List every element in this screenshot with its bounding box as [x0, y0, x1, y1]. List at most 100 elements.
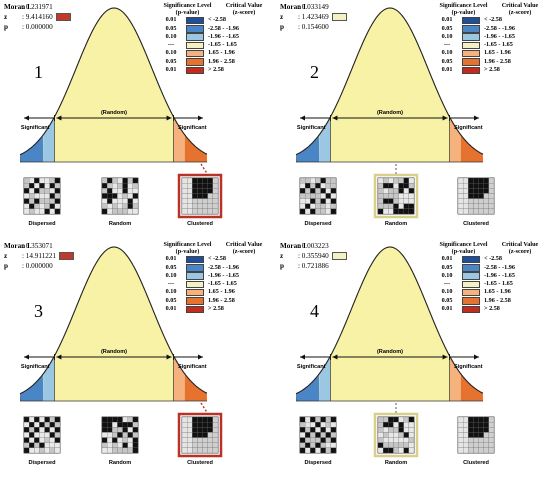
z-label: z [280, 13, 284, 21]
legend-critical-value: -1.96 - -1.65 [484, 32, 515, 40]
curve-body [20, 247, 207, 401]
highlight-frame [177, 173, 223, 219]
thumbnail-caption: Random [385, 221, 407, 227]
legend-swatch [462, 49, 480, 58]
legend-row: 0.10 1.65 - 1.96 [432, 288, 545, 297]
thumbnail-caption: Clustered [463, 221, 489, 227]
legend-rows: 0.01 < -2.58 0.05 -2.58 - -1.96 0.10 -1.96 - … [156, 255, 269, 314]
moran-panel-3: Significant (Random) Significant Dispersed R… [2, 239, 272, 474]
significant-right-label: Significant [454, 125, 483, 131]
legend-significance: 0.10 [165, 271, 177, 279]
legend-row: --- -1.65 - 1.65 [432, 280, 545, 289]
legend-row: 0.10 -1.96 - -1.65 [432, 33, 545, 41]
legend-significance: 0.05 [165, 24, 177, 32]
left-arrow [24, 354, 55, 360]
significant-left-label: Significant [297, 125, 326, 131]
tail-band [173, 116, 185, 162]
legend-swatch [462, 255, 480, 264]
legend-swatch [462, 272, 480, 280]
legend-header-critical: Critical Value (z-score) [225, 2, 263, 17]
significance-legend: Significance Level (p-value) Critical Val… [432, 2, 545, 75]
legend-row: 0.10 -1.96 - -1.65 [432, 272, 545, 280]
legend-row: 0.05 -2.58 - -1.96 [156, 264, 269, 272]
tail-band [449, 355, 461, 401]
legend-critical-value: 1.96 - 2.58 [484, 296, 511, 304]
legend-swatch [186, 255, 204, 264]
legend-significance: 0.01 [441, 255, 453, 263]
pattern-thumbnail-random [101, 416, 139, 454]
legend-critical-value: < -2.58 [208, 16, 226, 24]
pattern-thumbnail-random [101, 177, 139, 215]
legend-swatch [462, 25, 480, 33]
legend-row: --- -1.65 - 1.65 [156, 280, 269, 289]
legend-header-critical: Critical Value (z-score) [225, 241, 263, 256]
legend-significance: 0.01 [165, 66, 177, 74]
legend-swatch [186, 264, 204, 272]
pattern-thumbnail-random [373, 412, 419, 458]
legend-row: --- -1.65 - 1.65 [432, 41, 545, 50]
moran-value: : 0.231971 [22, 3, 53, 11]
legend-significance: 0.10 [441, 32, 453, 40]
legend-header-significance: Significance Level (p-value) [439, 2, 488, 17]
legend-row: 0.10 1.65 - 1.96 [156, 49, 269, 58]
random-label: (Random) [377, 349, 403, 355]
statistics-block: Moran I: 0.003223 z: 0.355940 p: 0.72188… [280, 241, 347, 271]
legend-significance: 0.01 [165, 16, 177, 24]
legend-header-critical: Critical Value (z-score) [501, 2, 539, 17]
pointer-line [200, 402, 209, 415]
legend-significance: 0.01 [441, 16, 453, 24]
p-value: : 0.000000 [22, 23, 53, 31]
legend-significance: 0.01 [441, 66, 453, 74]
thumbnail-caption: Dispersed [304, 221, 332, 227]
moran-label: Moran I [4, 3, 30, 11]
legend-header-significance: Significance Level (p-value) [439, 241, 488, 256]
moran-panel-1: Significant (Random) Significant Dispersed R… [2, 0, 272, 235]
right-arrow [173, 115, 203, 121]
legend-swatch [186, 33, 204, 41]
panel-number: 2 [310, 62, 319, 82]
legend-critical-value: -1.65 - 1.65 [208, 41, 237, 49]
z-value: : 0.355940 [298, 252, 329, 260]
p-label: p [4, 23, 8, 31]
pattern-thumbnail-clustered [177, 412, 223, 458]
legend-significance: 0.05 [441, 296, 453, 304]
z-color-box [331, 13, 347, 21]
legend-significance: 0.01 [165, 305, 177, 313]
legend-row: 0.01 < -2.58 [432, 255, 545, 264]
pattern-thumbnail-dispersed [299, 177, 337, 215]
legend-row: 0.01 > 2.58 [156, 305, 269, 314]
legend-critical-value: 1.96 - 2.58 [208, 296, 235, 304]
legend-row: 0.05 -2.58 - -1.96 [432, 264, 545, 272]
z-label: z [4, 252, 8, 260]
statistics-block: Moran I: 0.353071 z: 14.911221 p: 0.0000… [4, 241, 75, 271]
pattern-thumbnail-clustered [457, 177, 495, 215]
legend-critical-value: -1.65 - 1.65 [208, 280, 237, 288]
random-label: (Random) [377, 110, 403, 116]
random-arrow [56, 115, 172, 121]
thumbnail-caption: Dispersed [28, 460, 56, 466]
p-value: : 0.154600 [298, 23, 329, 31]
legend-significance: 0.05 [165, 263, 177, 271]
legend-critical-value: > 2.58 [208, 305, 224, 313]
legend-critical-value: -1.96 - -1.65 [208, 271, 239, 279]
legend-critical-value: > 2.58 [484, 66, 500, 74]
normal-distribution-curve: Significant (Random) Significant Dispersed R… [19, 7, 223, 227]
thumbnail-caption: Dispersed [304, 460, 332, 466]
highlight-frame [373, 173, 419, 219]
tail-band [43, 117, 55, 162]
pattern-thumbnail-clustered [177, 173, 223, 219]
statistics-block: Moran I: 0.033149 z: 1.423469 p: 0.15460… [280, 2, 347, 32]
curve-body [20, 8, 207, 162]
significant-left-label: Significant [297, 364, 326, 370]
legend-critical-value: -2.58 - -1.96 [484, 263, 515, 271]
tail-band [43, 356, 55, 401]
pattern-thumbnail-random [373, 173, 419, 219]
normal-distribution-curve: Significant (Random) Significant Dispersed R… [295, 7, 495, 227]
thumbnail-caption: Dispersed [28, 221, 56, 227]
curve-outline [295, 246, 484, 395]
curve-outline [19, 246, 208, 395]
legend-significance: 0.10 [165, 288, 177, 296]
random-arrow [332, 354, 448, 360]
legend-swatch [186, 297, 204, 305]
legend-row: 0.05 -2.58 - -1.96 [432, 25, 545, 33]
